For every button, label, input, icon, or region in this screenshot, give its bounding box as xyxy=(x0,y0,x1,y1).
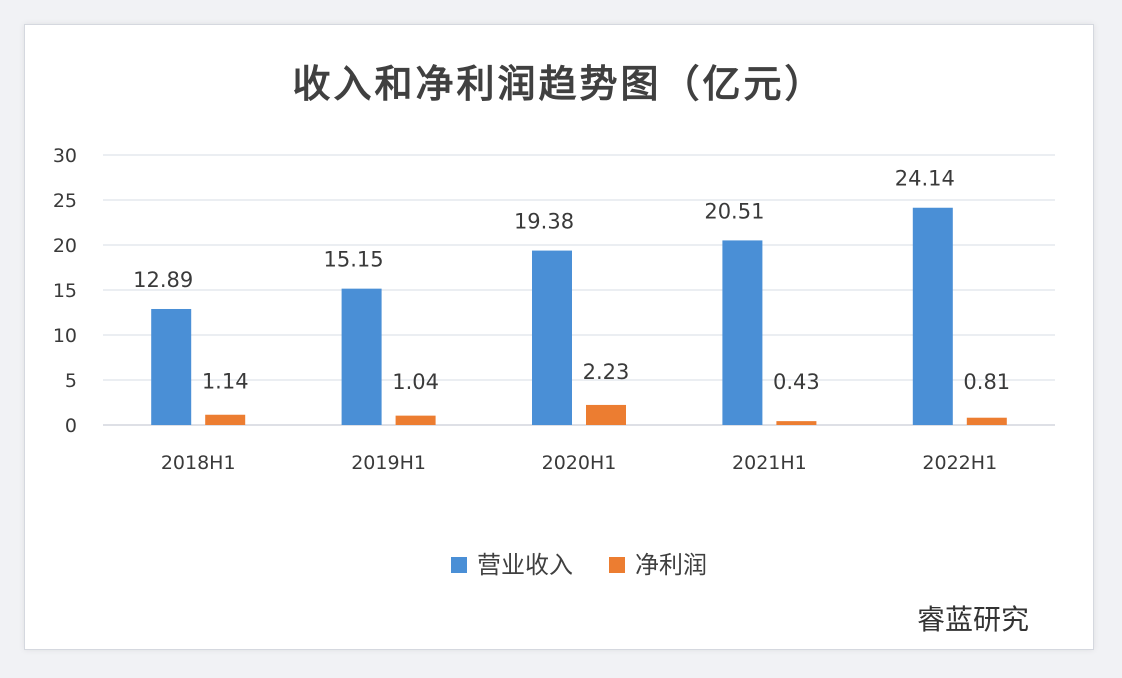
net-profit-bar xyxy=(586,404,626,425)
legend-label-net-profit: 净利润 xyxy=(635,551,707,579)
revenue-data-label: 15.15 xyxy=(324,248,384,272)
legend-swatch-revenue xyxy=(451,557,467,573)
y-tick-label: 20 xyxy=(53,235,77,257)
revenue-data-label: 24.14 xyxy=(895,167,955,191)
revenue-data-label: 20.51 xyxy=(704,199,764,223)
net-profit-bar xyxy=(395,415,436,425)
x-axis-categories: 2018H1 2019H1 2020H1 2021H1 2022H1 xyxy=(161,452,997,474)
y-tick-label: 25 xyxy=(53,190,77,212)
net-profit-data-label: 0.43 xyxy=(773,370,820,394)
net-profit-bar xyxy=(966,417,1007,425)
revenue-bar xyxy=(341,288,382,425)
chart-frame: 收入和净利润趋势图（亿元） 0 5 10 15 20 25 30 12.89 1.14 15.1… xyxy=(24,24,1094,650)
gridlines xyxy=(103,154,1055,426)
net-profit-data-label: 1.14 xyxy=(202,370,249,394)
revenue-bar xyxy=(532,250,572,425)
revenue-bar xyxy=(722,240,763,425)
revenue-bar xyxy=(151,308,192,425)
revenue-bar xyxy=(912,207,953,425)
x-category-label: 2021H1 xyxy=(732,452,807,474)
net-profit-data-label: 2.23 xyxy=(583,360,630,384)
x-category-label: 2020H1 xyxy=(542,452,617,474)
y-tick-label: 15 xyxy=(53,280,77,302)
legend-swatch-net-profit xyxy=(609,557,625,573)
x-category-label: 2019H1 xyxy=(351,452,426,474)
x-category-label: 2018H1 xyxy=(161,452,236,474)
data-labels: 12.89 1.14 15.15 1.04 19.38 2.23 20.51 0.43 24.1… xyxy=(133,167,1010,394)
net-profit-bar xyxy=(205,414,246,425)
revenue-data-label: 12.89 xyxy=(133,268,193,292)
y-tick-label: 0 xyxy=(65,415,77,437)
y-tick-label: 30 xyxy=(53,145,77,167)
chart-title: 收入和净利润趋势图（亿元） xyxy=(292,62,825,106)
net-profit-data-label: 0.81 xyxy=(963,370,1010,394)
net-profit-data-label: 1.04 xyxy=(392,370,439,394)
legend: 营业收入 净利润 xyxy=(451,551,707,579)
bars xyxy=(151,207,1007,425)
y-axis-ticks: 0 5 10 15 20 25 30 xyxy=(53,145,77,437)
y-tick-label: 5 xyxy=(65,370,77,392)
revenue-data-label: 19.38 xyxy=(514,210,574,234)
x-category-label: 2022H1 xyxy=(922,452,997,474)
chart-canvas: 收入和净利润趋势图（亿元） 0 5 10 15 20 25 30 12.89 1.14 15.1… xyxy=(53,62,1055,636)
y-tick-label: 10 xyxy=(53,325,77,347)
net-profit-bar xyxy=(776,421,817,425)
legend-label-revenue: 营业收入 xyxy=(477,551,573,579)
watermark-text: 睿蓝研究 xyxy=(917,603,1029,636)
